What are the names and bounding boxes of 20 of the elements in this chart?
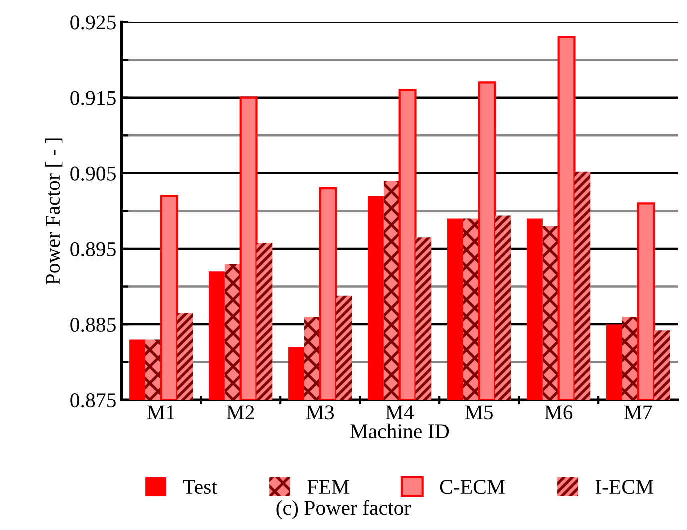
x-tick-label: M5 [465,406,493,420]
x-tick-label: M4 [386,406,414,420]
y-tick-label: 0.915 [70,91,116,106]
legend-label: FEM [308,480,350,494]
x-tick-label: M2 [226,406,254,420]
y-tick-label: 0.895 [70,242,116,257]
y-tick-label: 0.885 [70,318,116,332]
y-axis-title: Power Factor [ - ] [45,138,63,285]
legend-label: I-ECM [596,480,654,494]
x-tick-label: M1 [147,406,175,420]
legend-label: C-ECM [440,480,505,494]
y-tick-label: 0.925 [70,16,116,30]
x-axis-title: Machine ID [350,424,450,439]
y-tick-label: 0.905 [70,166,116,181]
legend-label: Test [183,480,218,494]
text: (c) Power factor [276,500,411,520]
y-tick-label: 0.875 [70,394,116,408]
x-tick-label: M7 [624,406,652,420]
x-tick-label: M3 [306,406,334,420]
x-tick-label: M6 [544,406,573,420]
